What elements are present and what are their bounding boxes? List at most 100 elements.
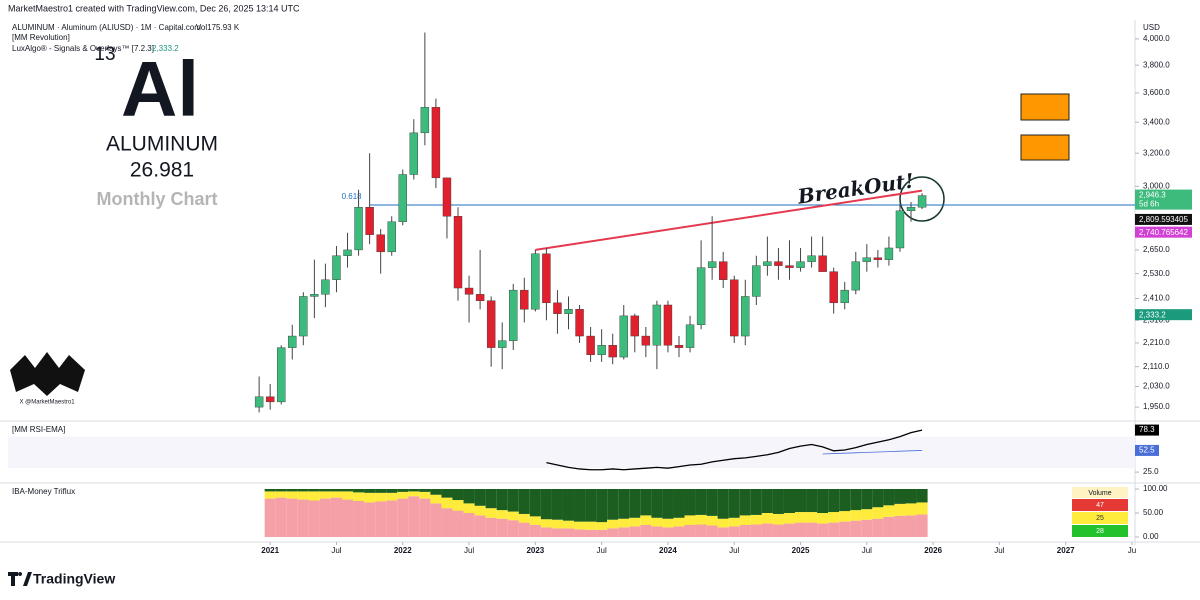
x-tick-label: 2026 [924,546,942,555]
panel-title: [MM RSI-EMA] [12,425,65,434]
candle-body [277,347,286,403]
candle-body [818,255,827,272]
flow-bar [761,513,773,524]
value-label-box [1135,444,1159,456]
candle-body [254,396,264,408]
flow-bar [330,497,342,537]
flow-bar [408,496,420,537]
candle-body [387,221,396,253]
candle-body [531,253,540,310]
candle-body [575,309,584,337]
y-tick-label: 2,030.0 [1143,382,1170,391]
flow-bar [684,515,696,525]
x-tick-label: Jul [331,546,341,555]
legend-title: Volume [1088,490,1111,497]
candle-body [796,261,805,268]
flow-bar [607,528,619,537]
flow-bar [640,525,652,537]
x-tick-label: Jul [994,546,1004,555]
flow-bar [673,489,685,518]
flow-bar [585,529,597,537]
flow-bar [364,489,376,493]
flow-bar [463,503,475,513]
candle-body [752,265,761,297]
flow-bar [750,524,762,537]
flow-bar [651,517,663,527]
flow-bar [319,498,331,537]
flow-bar [540,527,552,537]
flow-bar [375,501,387,537]
candle-body [873,257,883,260]
y-tick-label: 2,650.0 [1143,245,1170,254]
flow-bar [916,514,928,537]
flow-bar [651,489,663,518]
flow-bar [596,489,608,523]
flow-bar [397,498,409,537]
flow-bar [662,518,674,528]
flow-bar [507,489,519,512]
flow-bar [706,489,718,516]
candle-body [542,253,551,304]
price-label: 2,740.765642 [1139,228,1188,237]
flow-bar [275,491,287,498]
candle-body [520,289,529,310]
flow-bar [452,489,464,501]
flow-bar [850,489,862,511]
flow-bar [795,512,807,523]
panel-band [8,436,1135,469]
candle-body [696,267,706,325]
flow-bar [640,489,652,516]
candle-body [851,261,860,291]
flow-bar [817,523,829,537]
flow-bar [640,515,652,525]
y-tick-label: 3,600.0 [1143,88,1170,97]
candle-body [884,247,894,260]
y-tick-label: 2,110.0 [1143,362,1170,371]
y-tick-label: 1,950.0 [1143,402,1170,411]
price-countdown: 5d 6h [1139,200,1159,209]
flow-bar [772,489,784,514]
flow-bar [585,489,597,522]
indicator-name: [MM Revolution] [12,33,70,42]
flow-bar [286,491,298,499]
y-tick-label: 2,410.0 [1143,294,1170,303]
value-label: 52.5 [1139,446,1155,455]
flow-bar [507,511,519,521]
candle-body [608,345,617,358]
credit: MarketMaestro1 created with TradingView.… [8,3,300,13]
candle-body [265,396,275,403]
flow-bar [795,489,807,513]
candle-body [420,107,430,134]
candle-body [288,335,297,348]
trendline [535,189,923,251]
flow-bar [750,489,762,515]
flow-bar [772,524,784,537]
flow-bar [540,519,552,528]
candle-body [464,287,474,295]
currency: USD [1143,23,1160,32]
flow-bar [706,525,718,537]
y-tick-label: 3,800.0 [1143,60,1170,69]
flow-bar [861,489,873,510]
x-tick-label: Jul [464,546,474,555]
flow-bar [828,489,840,513]
candle-body [398,174,407,222]
flow-bar [308,491,320,501]
candle-body [917,195,927,208]
candle-body [895,210,905,249]
legend-value: 28 [1096,528,1104,535]
flow-bar [364,492,376,503]
flow-bar [364,502,376,537]
flow-bar [817,489,829,513]
flow-bar [562,489,575,521]
candle-body [663,304,673,346]
flow-bar [916,489,928,503]
flow-bar [430,489,442,495]
flow-bar [739,525,751,537]
flow-bar [518,522,530,537]
flow-bar [607,519,619,529]
candle-body [674,345,684,348]
flow-bar [419,489,431,492]
flow-bar [386,500,398,537]
symbol: ALUMINUM · Aluminum (ALIUSD) · 1M · Capi… [12,23,201,32]
